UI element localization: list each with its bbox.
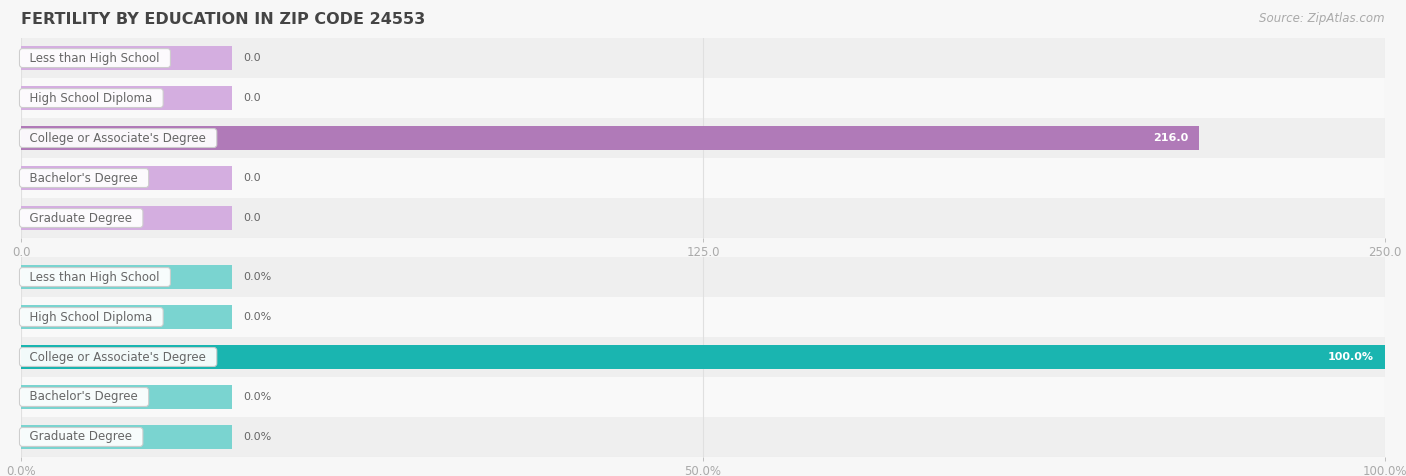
Bar xyxy=(21,305,232,329)
Text: Source: ZipAtlas.com: Source: ZipAtlas.com xyxy=(1260,12,1385,25)
Bar xyxy=(21,78,1385,118)
Text: High School Diploma: High School Diploma xyxy=(22,310,160,324)
Bar xyxy=(21,417,1385,457)
Bar xyxy=(21,257,1385,297)
Bar xyxy=(21,265,232,289)
Bar xyxy=(21,206,232,230)
Text: 0.0%: 0.0% xyxy=(243,392,271,402)
Text: 0.0: 0.0 xyxy=(243,173,262,183)
Text: 100.0%: 100.0% xyxy=(1329,352,1374,362)
Bar xyxy=(21,377,1385,417)
Text: Bachelor's Degree: Bachelor's Degree xyxy=(22,171,146,185)
Bar xyxy=(21,198,1385,238)
Text: Less than High School: Less than High School xyxy=(22,270,167,284)
Text: 216.0: 216.0 xyxy=(1153,133,1188,143)
Text: 0.0%: 0.0% xyxy=(243,432,271,442)
Text: 0.0: 0.0 xyxy=(243,213,262,223)
Text: 0.0%: 0.0% xyxy=(243,272,271,282)
Text: Less than High School: Less than High School xyxy=(22,51,167,65)
Text: High School Diploma: High School Diploma xyxy=(22,91,160,105)
Text: 0.0%: 0.0% xyxy=(243,312,271,322)
Bar xyxy=(21,166,232,190)
Bar xyxy=(21,46,232,70)
Bar xyxy=(21,345,1385,369)
Bar xyxy=(21,126,1199,150)
Bar xyxy=(21,337,1385,377)
Text: Bachelor's Degree: Bachelor's Degree xyxy=(22,390,146,404)
Text: 0.0: 0.0 xyxy=(243,53,262,63)
Text: 0.0: 0.0 xyxy=(243,93,262,103)
Bar xyxy=(21,38,1385,78)
Bar xyxy=(21,86,232,110)
Bar xyxy=(21,425,232,449)
Text: College or Associate's Degree: College or Associate's Degree xyxy=(22,350,214,364)
Bar xyxy=(21,385,232,409)
Text: College or Associate's Degree: College or Associate's Degree xyxy=(22,131,214,145)
Bar xyxy=(21,297,1385,337)
Text: Graduate Degree: Graduate Degree xyxy=(22,211,141,225)
Text: FERTILITY BY EDUCATION IN ZIP CODE 24553: FERTILITY BY EDUCATION IN ZIP CODE 24553 xyxy=(21,12,426,27)
Text: Graduate Degree: Graduate Degree xyxy=(22,430,141,444)
Bar xyxy=(21,118,1385,158)
Bar xyxy=(21,158,1385,198)
